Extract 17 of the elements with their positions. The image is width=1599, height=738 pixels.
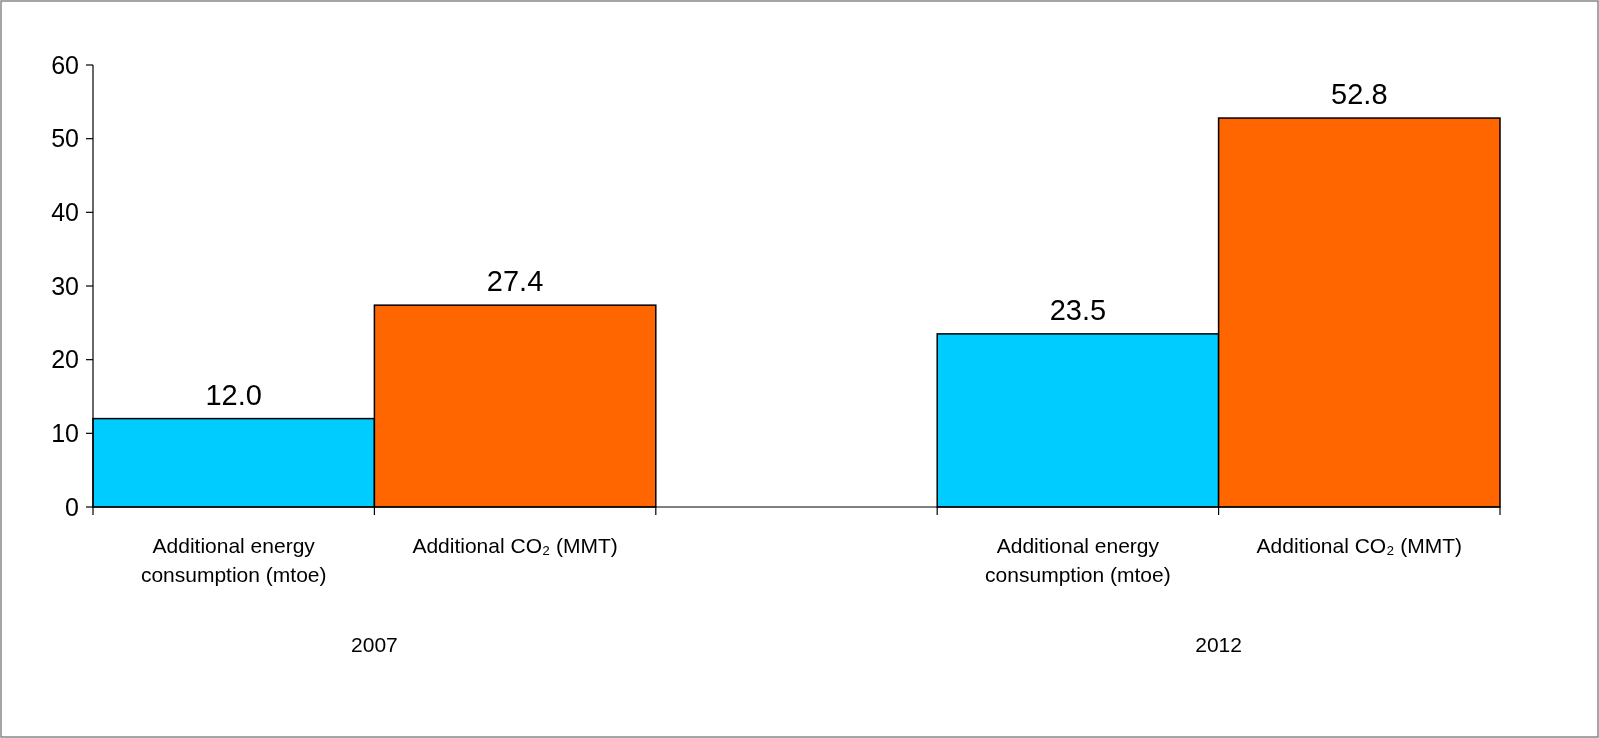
data-label: 23.5 xyxy=(1049,293,1107,326)
x-tick-label: 2007 xyxy=(351,633,398,656)
x-tick-label: 2012 xyxy=(1195,633,1242,656)
text: Additional energy consumption (mtoe) xyxy=(985,534,1171,586)
data-label: 12.0 xyxy=(205,378,262,411)
data-label: 27.4 xyxy=(486,265,544,298)
series-label: Additional energy consumption (mtoe) xyxy=(140,534,327,586)
y-tick-label: 0 xyxy=(65,492,79,521)
y-tick-label: 50 xyxy=(51,124,79,153)
y-tick-label: 30 xyxy=(51,271,79,300)
y-tick-label: 20 xyxy=(51,345,79,374)
text: Additional CO₂ (MMT) xyxy=(1256,534,1462,557)
y-tick-label: 60 xyxy=(51,50,79,79)
y-tick-label: 10 xyxy=(51,419,79,448)
data-label: 52.8 xyxy=(1331,78,1388,111)
y-tick-label: 40 xyxy=(51,198,79,227)
series-label: Additional CO₂ (MMT) xyxy=(412,534,618,557)
